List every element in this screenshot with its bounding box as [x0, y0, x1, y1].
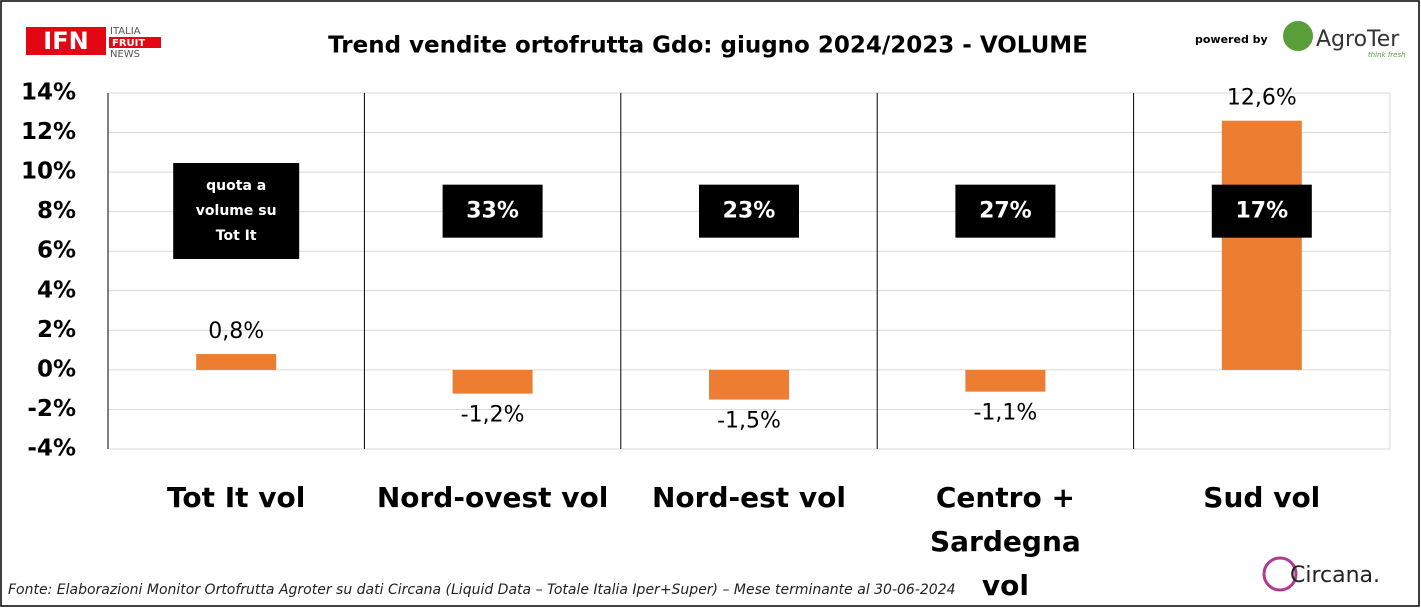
circana-icon [1262, 556, 1298, 592]
share-box [442, 184, 543, 238]
circana-logo: Circana. [1290, 563, 1380, 588]
share-note: quota a volume su Tot It [196, 178, 277, 244]
value-label: 12,6% [1227, 86, 1297, 111]
y-tick-label: 0% [37, 356, 76, 382]
chart-title: Trend vendite ortofrutta Gdo: giugno 202… [328, 33, 1088, 59]
share-box [955, 184, 1056, 238]
logo-box [26, 27, 106, 55]
share-label: 27% [979, 199, 1032, 224]
logo-text: NEWS [110, 49, 140, 60]
value-label: -1,1% [973, 401, 1037, 426]
value-label: -1,5% [717, 409, 781, 434]
value-label: 0,8% [208, 319, 264, 344]
y-tick-label: 2% [37, 317, 76, 343]
brand-icon [1283, 21, 1313, 51]
share-label: 33% [466, 199, 519, 224]
x-tick-label: Tot It vol [166, 481, 306, 514]
tagline: think fresh [1368, 51, 1406, 59]
bar [1221, 120, 1302, 370]
value-label: -1,2% [461, 403, 525, 428]
y-tick-label: -4% [27, 436, 76, 462]
logo-band [109, 37, 161, 48]
y-tick-label: 14% [21, 80, 76, 106]
powered-by: powered by [1195, 33, 1268, 46]
share-box [699, 184, 799, 238]
note-box [173, 163, 300, 259]
share-box [1211, 184, 1312, 238]
logo: IFN [43, 27, 88, 55]
x-tick-label: Centro + Sardegna vol [930, 481, 1081, 602]
bar [965, 369, 1046, 392]
logo-text: ITALIA [110, 26, 141, 37]
y-tick-label: 4% [37, 277, 76, 303]
source: Fonte: Elaborazioni Monitor Ortofrutta A… [8, 582, 956, 598]
x-tick-label: Sud vol [1203, 481, 1321, 514]
y-tick-label: 6% [37, 238, 76, 264]
bar [196, 354, 277, 370]
y-tick-label: 8% [37, 198, 76, 224]
y-tick-label: 12% [21, 119, 76, 145]
share-label: 17% [1235, 199, 1288, 224]
share-label: 23% [723, 199, 776, 224]
x-tick-label: Nord-ovest vol [376, 481, 609, 514]
bar [452, 369, 533, 394]
y-tick-label: -2% [27, 396, 76, 422]
y-tick-label: 10% [21, 159, 76, 185]
bar [709, 369, 789, 400]
brand: AgroTer [1316, 27, 1400, 52]
logo-text: FRUIT [112, 38, 145, 49]
x-tick-label: Nord-est vol [651, 481, 847, 514]
